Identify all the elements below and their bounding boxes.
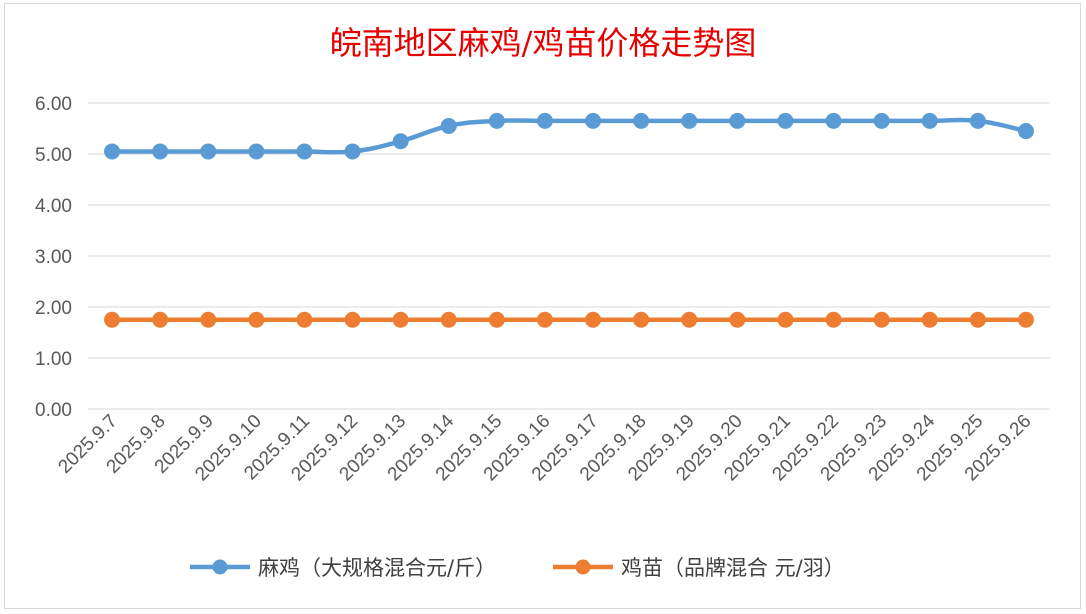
data-point-1 xyxy=(729,311,746,328)
series-0 xyxy=(104,112,1034,160)
data-point-1 xyxy=(921,311,938,328)
chart-frame xyxy=(4,3,1081,609)
legend-label: 麻鸡（大规格混合元/斤） xyxy=(258,556,496,580)
legend: 麻鸡（大规格混合元/斤） 鸡苗（品牌混合 元/羽） xyxy=(190,556,845,580)
data-point-0 xyxy=(825,112,842,129)
data-point-0 xyxy=(488,112,505,129)
data-point-1 xyxy=(536,311,553,328)
data-point-1 xyxy=(585,311,602,328)
legend-item-0: 麻鸡（大规格混合元/斤） xyxy=(190,556,496,580)
data-point-1 xyxy=(296,311,313,328)
legend-dot-marker xyxy=(212,559,228,575)
data-point-0 xyxy=(681,112,698,129)
data-point-0 xyxy=(585,112,602,129)
series-line-0 xyxy=(109,117,1029,155)
data-point-1 xyxy=(633,311,650,328)
data-point-1 xyxy=(777,311,794,328)
data-point-0 xyxy=(296,143,313,160)
data-point-0 xyxy=(152,143,169,160)
data-point-0 xyxy=(104,143,121,160)
data-point-1 xyxy=(969,311,986,328)
data-point-0 xyxy=(777,112,794,129)
y-tick-label: 0.00 xyxy=(35,400,72,421)
data-point-0 xyxy=(729,112,746,129)
legend-item-1: 鸡苗（品牌混合 元/羽） xyxy=(553,556,845,580)
data-point-1 xyxy=(248,311,265,328)
data-point-0 xyxy=(344,143,361,160)
y-tick-label: 6.00 xyxy=(35,94,72,115)
data-point-1 xyxy=(873,311,890,328)
legend-label: 鸡苗（品牌混合 元/羽） xyxy=(621,556,845,580)
legend-dot-marker xyxy=(575,559,591,575)
data-point-0 xyxy=(392,133,409,150)
data-point-0 xyxy=(440,117,457,134)
data-point-0 xyxy=(536,112,553,129)
y-tick-label: 1.00 xyxy=(35,349,72,370)
data-point-1 xyxy=(344,311,361,328)
data-point-1 xyxy=(392,311,409,328)
data-point-1 xyxy=(200,311,217,328)
data-point-0 xyxy=(969,112,986,129)
data-point-0 xyxy=(633,112,650,129)
data-point-0 xyxy=(1017,123,1034,140)
data-point-0 xyxy=(921,112,938,129)
data-point-0 xyxy=(248,143,265,160)
x-axis: 2025.9.72025.9.82025.9.92025.9.102025.9.… xyxy=(54,410,1035,485)
y-tick-label: 5.00 xyxy=(35,145,72,166)
y-axis: 0.00 1.00 2.00 3.00 4.00 5.00 6.00 xyxy=(35,94,72,421)
data-point-1 xyxy=(152,311,169,328)
gridlines xyxy=(88,102,1050,410)
data-point-0 xyxy=(200,143,217,160)
data-point-1 xyxy=(488,311,505,328)
chart-title: 皖南地区麻鸡/鸡苗价格走势图 xyxy=(330,24,757,62)
data-point-0 xyxy=(873,112,890,129)
data-point-1 xyxy=(1017,311,1034,328)
data-point-1 xyxy=(681,311,698,328)
y-tick-label: 4.00 xyxy=(35,196,72,217)
data-point-1 xyxy=(104,311,121,328)
series-1 xyxy=(104,311,1034,328)
data-point-1 xyxy=(825,311,842,328)
y-tick-label: 3.00 xyxy=(35,247,72,268)
data-point-1 xyxy=(440,311,457,328)
series-layer xyxy=(104,112,1034,328)
y-tick-label: 2.00 xyxy=(35,298,72,319)
